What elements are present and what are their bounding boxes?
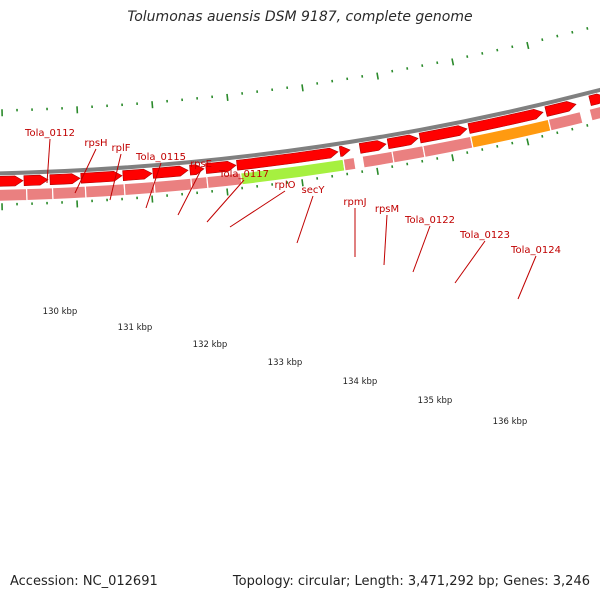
gene-box [391,144,426,164]
kbp-label: 131 kbp [118,323,153,333]
gene-label: Tola_0123 [459,230,510,241]
minor-tick [586,124,589,127]
gene-label: rpsH [84,138,107,149]
cds-arrow [152,165,189,179]
gene-label: secY [302,185,326,196]
summary-text: Topology: circular; Length: 3,471,292 bp… [232,574,590,589]
map-title: Tolumonas auensis DSM 9187, complete gen… [127,9,473,25]
major-tick [226,188,229,196]
label-leader-line [412,225,431,273]
minor-tick [481,148,484,151]
cds-arrow [467,108,544,134]
cds-arrow [236,147,339,171]
label-leader-line [145,162,162,209]
major-tick [226,93,229,101]
cds-arrow-track [0,93,600,187]
label-leader-line [109,153,122,201]
minor-tick [466,55,469,58]
gene-label: Tola_0112 [24,128,75,139]
label-leader-line [296,195,314,244]
gene-label: rplO [274,180,295,191]
minor-tick [571,30,574,34]
gene-box [51,185,87,201]
label-leader-line [206,179,245,223]
label-leader-line [517,255,537,300]
gene-track [0,105,600,202]
cds-arrow [386,134,419,150]
cds-arrow [418,125,468,144]
cds-arrow [122,168,153,181]
major-tick [451,154,455,162]
minor-tick [556,131,559,135]
outer-tick-track [1,124,589,211]
gene-box [361,150,395,169]
cds-arrow [358,140,387,154]
kbp-label: 136 kbp [493,417,528,427]
major-tick [526,41,530,50]
gene-box [84,182,126,199]
gene-box [190,175,209,191]
cds-arrow [205,160,237,174]
major-tick [151,195,154,203]
cds-arrow [588,93,600,107]
major-tick [451,58,455,66]
accession-text: Accession: NC_012691 [10,574,158,589]
inner-tick-track [1,27,589,117]
label-leader-line [229,190,286,228]
minor-tick [586,27,589,30]
label-leader-line [454,240,486,284]
minor-tick [541,134,544,138]
minor-tick [556,34,559,38]
gene-label: rplF [112,143,131,154]
label-leader-line [46,138,51,184]
gene-box [0,187,28,202]
label-leader-line [74,148,97,194]
major-tick [301,179,304,187]
minor-tick [496,48,499,52]
gene-labels: Tola_0112 rpsH rplF Tola_0115 rpsE Tola_0117r… [24,128,561,256]
major-tick [151,101,154,109]
minor-tick [571,127,574,131]
kbp-label: 134 kbp [343,377,378,387]
kbp-label: 135 kbp [418,396,453,406]
cds-arrow [23,174,49,186]
kbp-label: 132 kbp [193,340,228,350]
major-tick [526,138,530,146]
minor-tick [511,141,514,145]
gene-label: Tola_0115 [135,152,186,163]
gene-box [25,186,54,202]
cds-arrow [0,175,24,187]
major-tick [376,72,379,80]
label-leader-line [383,214,388,266]
gene-box [342,156,357,172]
major-tick [376,167,379,175]
minor-tick [511,45,514,49]
backbone-line [0,87,600,176]
cds-arrow [189,164,205,176]
cds-arrow [49,173,81,186]
minor-tick [541,38,544,42]
gene-box [153,177,193,194]
minor-tick [496,144,499,148]
kbp-label: 130 kbp [43,307,78,317]
cds-arrow [544,101,577,117]
kbp-label: 133 kbp [268,358,303,368]
gene-label: rpsM [375,204,399,215]
genome-backbone [0,87,600,176]
gene-label: rpmJ [343,197,366,208]
cds-arrow [338,145,351,157]
gene-label: Tola_0124 [510,245,561,256]
gene-label: Tola_0122 [404,215,455,226]
label-leader-line [177,169,202,216]
gene-box [547,110,584,132]
gene-label: Tola_0117 [218,169,269,180]
gene-box [588,105,600,122]
kbp-scale-labels: 130 kbp 131 kbp 132 kbp 133 kbp 134 kbp 135 k… [43,307,528,427]
label-leaders [46,138,537,300]
minor-tick [481,52,484,55]
gene-label: rpsE [190,159,212,170]
major-tick [301,84,304,92]
